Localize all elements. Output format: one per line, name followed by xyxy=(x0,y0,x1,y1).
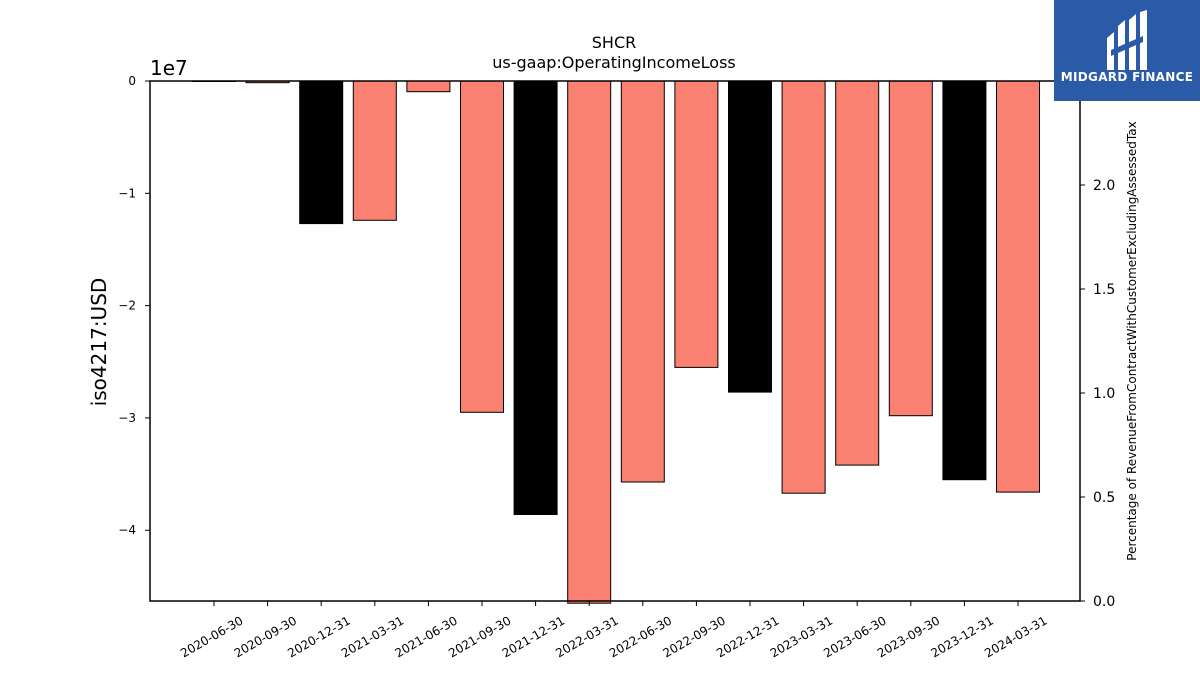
bars xyxy=(192,80,1040,604)
bar-2021-12-31 xyxy=(513,80,558,515)
bar-2024-03-31 xyxy=(996,80,1040,493)
bar-2022-06-30 xyxy=(620,80,665,483)
y2-tick-label: 0.5 xyxy=(1093,490,1115,506)
y-tick-label: −2 xyxy=(118,299,136,313)
y-tick-label: −1 xyxy=(118,186,136,200)
bar-2021-06-30 xyxy=(406,80,451,93)
midgard-logo-icon xyxy=(1107,10,1147,70)
y-axis-label: iso4217:USD xyxy=(87,278,111,407)
chart-title: SHCR xyxy=(592,33,636,52)
plot-frame xyxy=(149,80,1081,602)
bar-2023-12-31 xyxy=(942,80,987,481)
y2-tick-label: 1.5 xyxy=(1093,282,1115,298)
y2-tick-label: 2.0 xyxy=(1093,178,1115,194)
y2-tick-label: 0.0 xyxy=(1093,594,1115,610)
y-tick-label: 0 xyxy=(128,74,136,88)
midgard-finance-logo: MIDGARD FINANCE xyxy=(1054,0,1200,101)
y-tick-label: −4 xyxy=(118,523,136,537)
chart-subtitle: us-gaap:OperatingIncomeLoss xyxy=(492,53,736,72)
bar-2023-03-31 xyxy=(781,80,826,494)
bar-2022-12-31 xyxy=(728,80,772,393)
bar-2022-09-30 xyxy=(674,80,719,368)
bar-2023-09-30 xyxy=(888,80,933,417)
bar-2021-09-30 xyxy=(460,80,504,413)
y2-axis-label: Percentage of RevenueFromContractWithCus… xyxy=(1125,121,1139,560)
bar-2022-03-31 xyxy=(567,80,612,604)
y-tick-label: −3 xyxy=(118,411,136,425)
bar-2021-03-31 xyxy=(352,80,397,221)
bar-2023-06-30 xyxy=(835,80,880,466)
y2-tick-label: 1.0 xyxy=(1093,386,1115,402)
bar-2020-12-31 xyxy=(299,80,344,225)
y-offset-label: 1e7 xyxy=(150,56,188,80)
logo-wordmark: MIDGARD FINANCE xyxy=(1060,70,1194,84)
